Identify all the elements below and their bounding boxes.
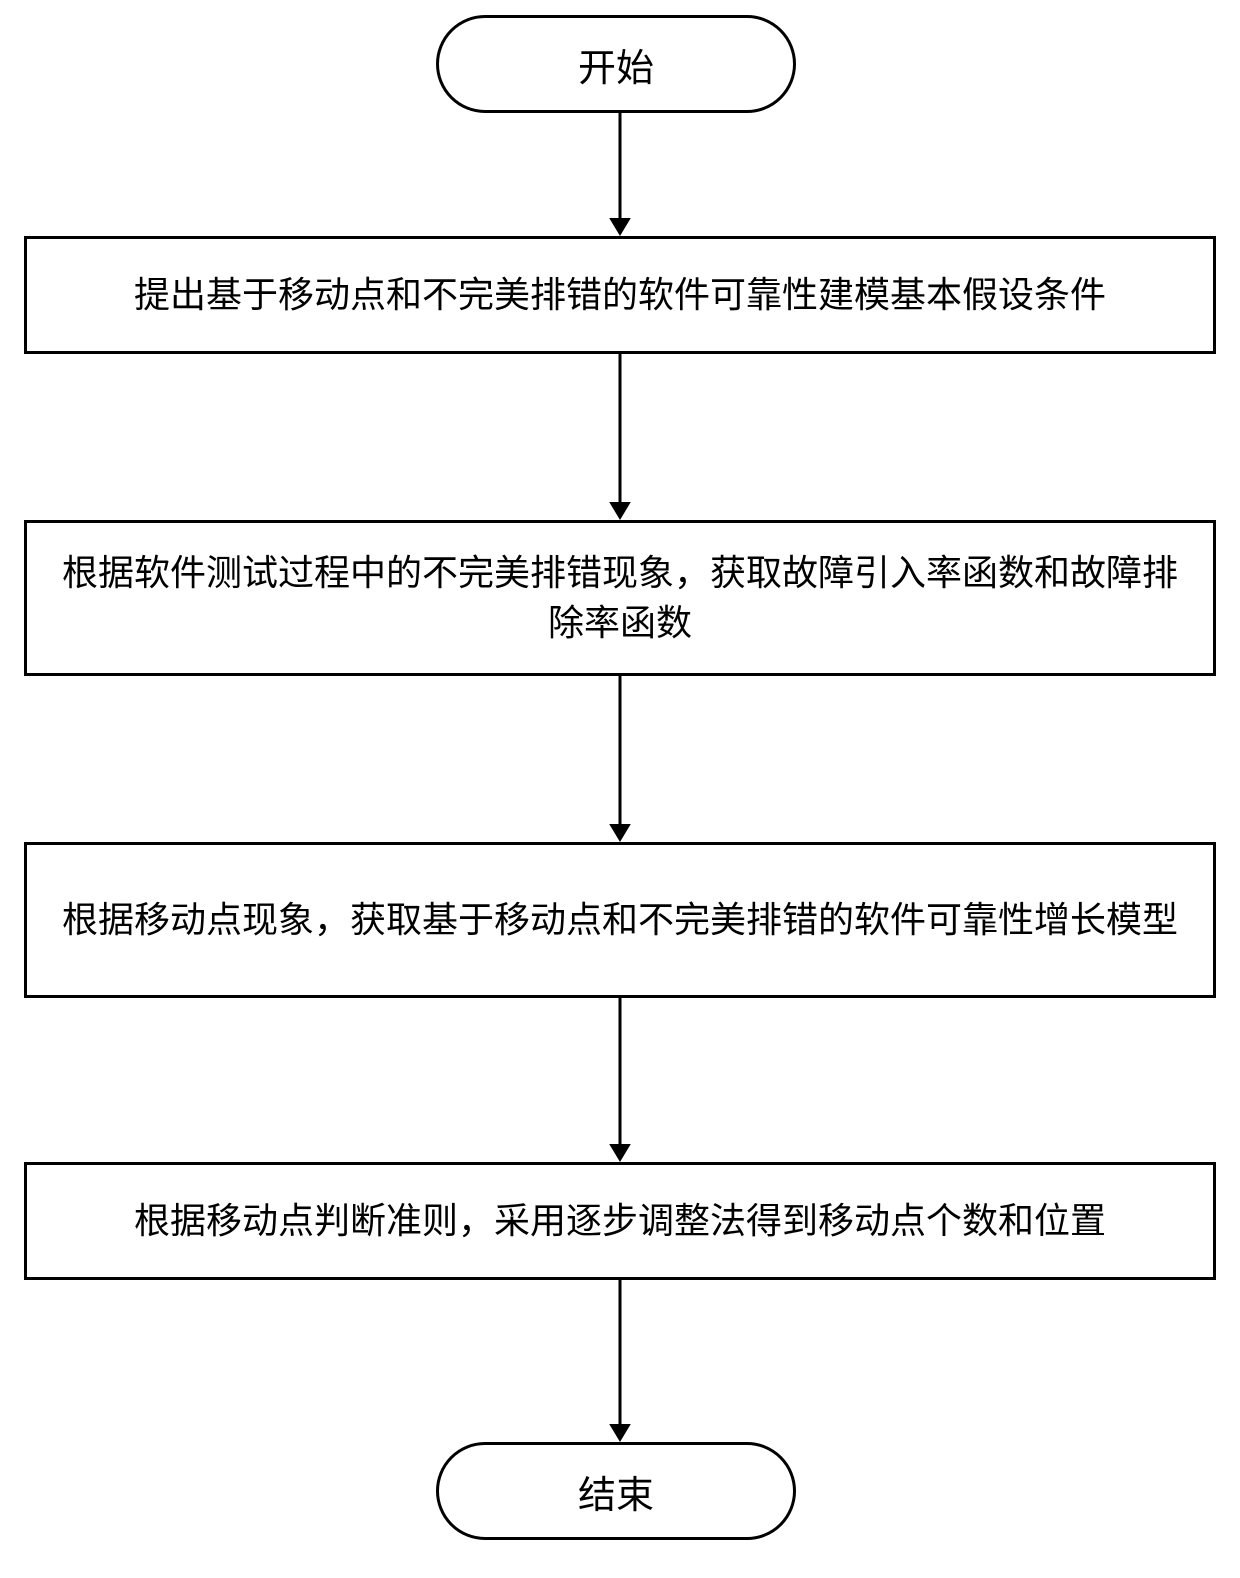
arrow-step2-to-step3 — [602, 676, 638, 842]
arrow-step4-to-end — [602, 1280, 638, 1442]
terminator-start-label: 开始 — [578, 37, 654, 92]
process-step-4: 根据移动点判断准则，采用逐步调整法得到移动点个数和位置 — [24, 1162, 1216, 1280]
process-step-1-label: 提出基于移动点和不完美排错的软件可靠性建模基本假设条件 — [134, 270, 1106, 320]
process-step-3: 根据移动点现象，获取基于移动点和不完美排错的软件可靠性增长模型 — [24, 842, 1216, 998]
terminator-start: 开始 — [436, 15, 796, 113]
arrow-step3-to-step4 — [602, 998, 638, 1162]
process-step-2-label: 根据软件测试过程中的不完美排错现象，获取故障引入率函数和故障排除率函数 — [47, 548, 1193, 649]
terminator-end-label: 结束 — [578, 1464, 654, 1519]
arrow-start-to-step1 — [602, 113, 638, 236]
process-step-3-label: 根据移动点现象，获取基于移动点和不完美排错的软件可靠性增长模型 — [62, 895, 1178, 945]
process-step-1: 提出基于移动点和不完美排错的软件可靠性建模基本假设条件 — [24, 236, 1216, 354]
process-step-2: 根据软件测试过程中的不完美排错现象，获取故障引入率函数和故障排除率函数 — [24, 520, 1216, 676]
flowchart-canvas: 开始 提出基于移动点和不完美排错的软件可靠性建模基本假设条件 根据软件测试过程中… — [0, 0, 1240, 1578]
arrow-step1-to-step2 — [602, 354, 638, 520]
process-step-4-label: 根据移动点判断准则，采用逐步调整法得到移动点个数和位置 — [134, 1196, 1106, 1246]
terminator-end: 结束 — [436, 1442, 796, 1540]
